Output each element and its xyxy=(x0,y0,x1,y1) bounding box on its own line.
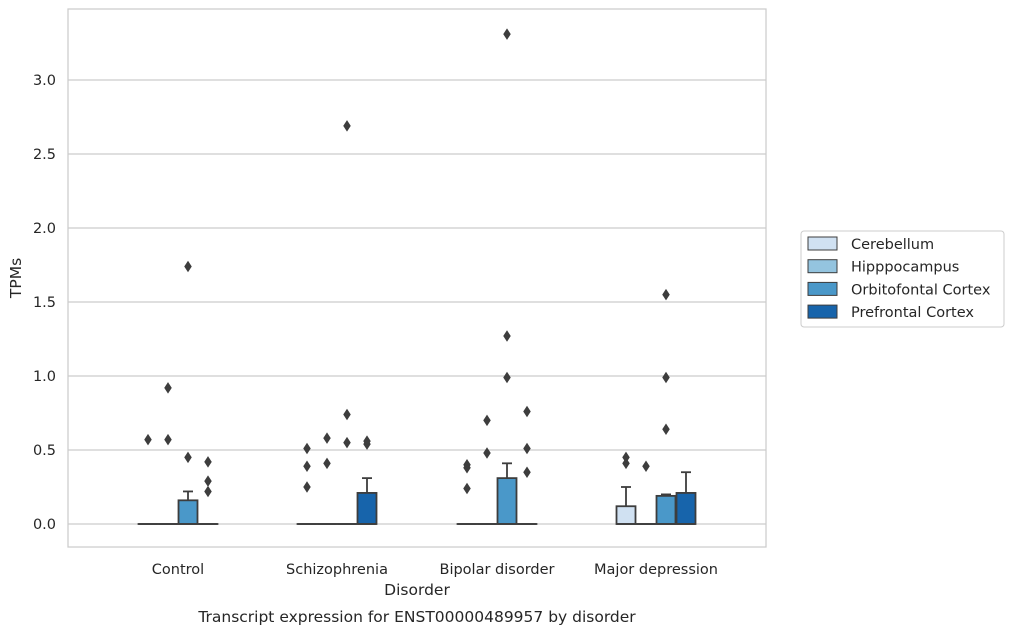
outlier-point xyxy=(184,451,192,464)
outlier-point xyxy=(503,330,511,342)
x-tick-label: Bipolar disorder xyxy=(440,562,555,578)
legend-swatch xyxy=(807,304,838,319)
outlier-point xyxy=(204,475,212,487)
outlier-point xyxy=(343,120,351,132)
x-tick-labels: Control Schizophrenia Bipolar disorder Majo… xyxy=(152,562,718,578)
box xyxy=(496,477,518,525)
outlier-point xyxy=(204,485,212,498)
box-group xyxy=(296,442,318,525)
y-tick-label: 2.0 xyxy=(33,221,56,237)
legend-swatch xyxy=(807,281,838,296)
box-group xyxy=(675,471,697,525)
box-group xyxy=(356,435,378,525)
box-group xyxy=(496,28,518,525)
outlier-point xyxy=(463,459,471,471)
outlier-point xyxy=(483,414,491,427)
box xyxy=(675,492,697,525)
y-tick-label: 2.5 xyxy=(33,147,56,163)
box xyxy=(615,505,637,525)
y-tick-label: 1.5 xyxy=(33,295,56,311)
box xyxy=(655,494,677,525)
outlier-point xyxy=(303,460,311,473)
legend-label: Hipppocampus xyxy=(851,260,959,276)
box-group xyxy=(157,382,179,525)
outlier-point xyxy=(662,371,670,384)
box-group xyxy=(615,451,637,525)
outlier-point xyxy=(503,371,511,384)
legend-label: Prefrontal Cortex xyxy=(851,305,974,321)
grid-lines xyxy=(68,79,766,525)
outlier-point xyxy=(523,442,531,455)
outlier-point xyxy=(164,382,172,394)
outlier-point xyxy=(303,481,311,493)
outlier-point xyxy=(662,288,670,301)
box-group xyxy=(177,260,199,525)
outlier-point xyxy=(622,451,630,464)
box-group xyxy=(655,288,677,525)
outlier-point xyxy=(483,447,491,459)
plot-frame xyxy=(67,8,767,548)
outlier-point xyxy=(323,457,331,470)
box-group xyxy=(137,433,159,525)
y-tick-label: 3.0 xyxy=(33,73,56,89)
outlier-point xyxy=(343,436,351,449)
box-plots xyxy=(137,28,697,525)
y-tick-label: 0.0 xyxy=(33,517,56,533)
outlier-point xyxy=(503,28,511,40)
y-tick-labels: 0.0 0.5 1.0 1.5 2.0 2.5 3.0 xyxy=(33,73,56,533)
outlier-point xyxy=(323,432,331,444)
x-tick-label: Control xyxy=(152,562,204,578)
outlier-point xyxy=(523,405,531,418)
outlier-point xyxy=(523,466,531,478)
outlier-point xyxy=(662,423,670,436)
outlier-point xyxy=(363,435,371,447)
legend-swatch xyxy=(807,259,838,274)
outlier-point xyxy=(303,442,311,455)
y-axis-title: TPMs xyxy=(7,258,25,299)
box-group xyxy=(635,460,657,525)
box xyxy=(177,499,199,525)
legend-label: Cerebellum xyxy=(851,237,934,253)
legend-frame xyxy=(800,230,1005,328)
x-axis-title: Disorder xyxy=(384,581,450,599)
chart-caption: Transcript expression for ENST0000048995… xyxy=(197,608,636,626)
outlier-point xyxy=(164,433,172,446)
y-tick-label: 0.5 xyxy=(33,443,56,459)
box xyxy=(356,492,378,525)
box-group xyxy=(456,459,478,525)
x-tick-label: Schizophrenia xyxy=(286,562,388,578)
outlier-point xyxy=(144,433,152,446)
x-tick-label: Major depression xyxy=(594,562,718,578)
box-group xyxy=(516,405,538,525)
outlier-point xyxy=(642,460,650,473)
legend-label: Orbitofontal Cortex xyxy=(851,282,991,298)
outlier-point xyxy=(463,482,471,495)
outlier-point xyxy=(343,408,351,421)
box-group xyxy=(197,456,219,525)
outlier-point xyxy=(204,456,212,468)
outlier-point xyxy=(184,260,192,273)
box-group xyxy=(336,120,358,525)
box-group xyxy=(316,432,338,525)
y-tick-label: 1.0 xyxy=(33,369,56,385)
legend: Cerebellum Hipppocampus Orbitofontal Corte… xyxy=(800,230,1005,328)
outlier-point xyxy=(622,457,630,470)
legend-swatch xyxy=(807,236,838,251)
box-group xyxy=(476,414,498,525)
